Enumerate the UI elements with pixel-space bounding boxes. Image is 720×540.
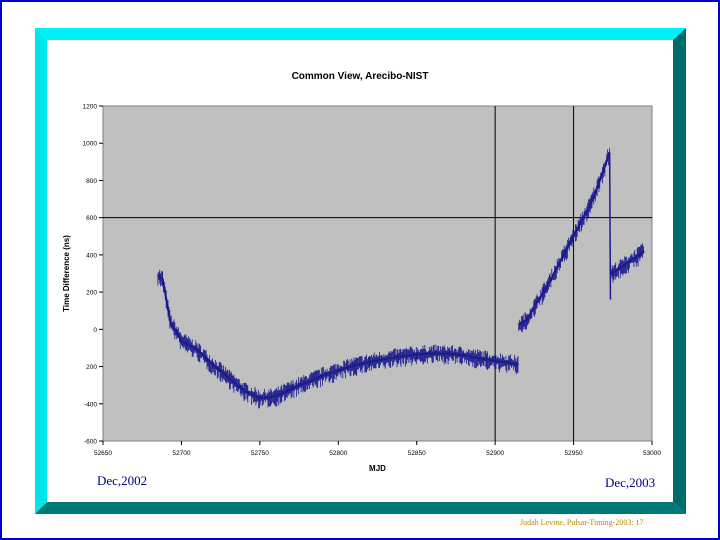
series-jump	[608, 152, 612, 300]
x-tick-label: 52650	[94, 450, 112, 457]
annotation-start-date: Dec,2002	[97, 473, 148, 488]
series-noise	[518, 148, 610, 333]
x-tick-label: 52750	[251, 450, 269, 457]
x-tick-label: 52700	[172, 450, 190, 457]
series-noise	[610, 243, 644, 283]
frame-bevel-top	[35, 28, 686, 40]
annotation-end-date: Dec,2003	[605, 475, 656, 490]
y-tick-label: 600	[86, 215, 97, 222]
footer-credit: Judah Levine, Pulsar-Timing-2003: 17	[520, 518, 644, 527]
y-tick-label: 1000	[83, 141, 98, 148]
frame-bevel-left	[35, 28, 47, 514]
y-tick-label: 200	[86, 364, 97, 371]
y-tick-label: -600	[84, 439, 97, 446]
x-tick-label: 52850	[408, 450, 426, 457]
y-tick-label: 800	[86, 178, 97, 185]
y-tick-label: 400	[86, 252, 97, 259]
x-tick-label: 52950	[565, 450, 583, 457]
frame-bevel-bottom	[35, 502, 686, 514]
x-tick-label: 53000	[643, 450, 661, 457]
plot-area	[102, 105, 653, 442]
series-noise	[157, 269, 519, 409]
y-tick-label: 200	[86, 290, 97, 297]
frame-bevel-right	[673, 28, 686, 514]
x-axis-label: MJD	[369, 464, 386, 473]
y-tick-label: 0	[93, 327, 97, 334]
chart: Common View, Arecibo-NIST 1200 1000 800 600…	[35, 28, 686, 514]
y-tick-label: -400	[84, 401, 97, 408]
y-axis-label: Time Difference (ns)	[62, 235, 71, 312]
y-tick-label: 1200	[83, 104, 98, 111]
x-tick-label: 52900	[486, 450, 504, 457]
x-tick-label: 52800	[329, 450, 347, 457]
chart-frame: Common View, Arecibo-NIST 1200 1000 800 600…	[35, 28, 686, 514]
chart-title: Common View, Arecibo-NIST	[292, 71, 429, 82]
